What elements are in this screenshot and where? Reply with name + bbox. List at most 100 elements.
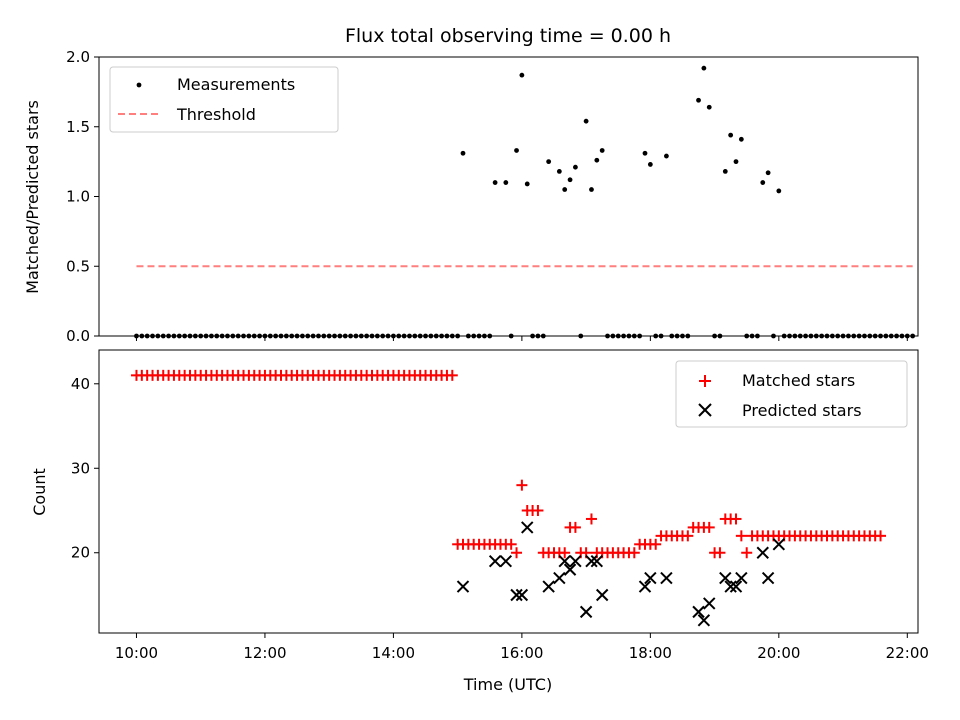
- measurement-point: [631, 333, 637, 339]
- measurement-point: [658, 333, 664, 339]
- measurement-point: [150, 333, 155, 339]
- matched-star-point: [569, 521, 581, 533]
- measurement-point: [829, 333, 835, 339]
- measurement-point: [647, 162, 653, 167]
- measurement-point: [787, 333, 792, 339]
- measurement-point: [321, 333, 327, 339]
- measurement-point: [776, 188, 782, 194]
- measurement-point: [433, 333, 439, 339]
- measurement-point: [862, 333, 867, 339]
- measurement-point: [439, 333, 444, 339]
- matched-star-point: [875, 530, 887, 542]
- x-tick-label: 12:00: [243, 644, 286, 662]
- measurement-point: [621, 333, 626, 339]
- matched-star-point: [559, 547, 571, 559]
- predicted-star-point: [542, 580, 555, 593]
- legend-measurements-marker: [136, 82, 142, 88]
- measurement-point: [792, 333, 798, 339]
- measurement-point: [337, 333, 343, 339]
- predicted-star-point: [563, 563, 577, 576]
- measurement-point: [385, 333, 391, 339]
- measurement-point: [728, 132, 734, 138]
- measurement-point: [813, 333, 819, 339]
- measurement-point: [374, 333, 380, 339]
- measurement-point: [899, 333, 905, 339]
- measurement-point: [894, 333, 899, 339]
- measurement-point: [867, 333, 873, 339]
- measurement-point: [514, 148, 519, 153]
- measurement-point: [856, 333, 862, 339]
- measurement-point: [765, 170, 771, 176]
- measurement-point: [519, 72, 525, 78]
- matched-star-point: [511, 547, 523, 559]
- legend-predicted-label: Predicted stars: [742, 401, 862, 420]
- matched-star-point: [730, 513, 742, 525]
- top-legend: Measurements Threshold: [109, 66, 339, 133]
- measurement-point: [637, 333, 643, 339]
- measurement-point: [267, 333, 273, 339]
- top-y-tick-label: 0.0: [66, 327, 90, 345]
- measurement-point: [888, 333, 894, 339]
- measurement-point: [482, 333, 487, 339]
- measurement-point: [492, 180, 498, 185]
- x-tick-label: 22:00: [886, 644, 929, 662]
- measurement-point: [278, 333, 284, 339]
- top-y-tick-label: 0.5: [66, 257, 90, 275]
- top-y-tick-label: 1.0: [66, 188, 90, 206]
- matched-star-point: [516, 479, 528, 491]
- measurement-point: [546, 159, 552, 165]
- measurement-point: [717, 333, 723, 339]
- measurement-point: [851, 333, 857, 339]
- predicted-star-point: [660, 571, 673, 585]
- predicted-star-point: [756, 546, 769, 559]
- measurement-point: [722, 168, 728, 174]
- measurement-point: [455, 333, 461, 339]
- predicted-star-point: [735, 571, 748, 585]
- predicted-star-point: [703, 597, 716, 610]
- measurement-point: [342, 333, 348, 339]
- measurement-point: [364, 333, 370, 339]
- measurement-point: [166, 333, 171, 339]
- bottom-x-ticks: 10:00 12:00 14:00 16:00 18:00 20:00 22:00: [115, 633, 929, 662]
- matched-star-point: [628, 547, 640, 559]
- measurement-point: [476, 333, 482, 339]
- matched-star-point: [714, 547, 726, 559]
- x-tick-label: 18:00: [629, 644, 672, 662]
- bottom-panel: 20 30 40 10:00 12:00 14:00 16:00 18:00 20:00 22:…: [30, 349, 929, 694]
- measurement-point: [246, 333, 252, 339]
- measurement-point: [326, 333, 332, 339]
- measurement-point: [540, 333, 546, 339]
- measurement-point: [642, 150, 648, 156]
- measurement-point: [412, 333, 418, 339]
- measurement-point: [310, 333, 316, 339]
- measurement-point: [883, 333, 889, 339]
- measurement-point: [562, 187, 568, 192]
- predicted-star-point: [521, 521, 534, 534]
- predicted-star-point: [724, 580, 737, 593]
- bottom-y-axis-label: Count: [30, 468, 49, 516]
- x-tick-label: 16:00: [500, 644, 543, 662]
- measurement-point: [685, 333, 691, 339]
- measurement-point: [209, 333, 214, 339]
- measurement-point: [230, 333, 236, 339]
- predicted-star-point: [761, 571, 775, 585]
- x-tick-label: 14:00: [372, 644, 415, 662]
- measurement-point: [300, 333, 305, 339]
- measurement-point: [407, 333, 412, 339]
- predicted-star-point: [510, 588, 523, 602]
- top-panel: Flux total observing time = 0.00 h 0.00.…: [23, 25, 919, 345]
- measurement-point: [471, 333, 477, 339]
- matched-star-point: [585, 513, 597, 525]
- top-x-ticks: [135, 336, 908, 341]
- measurement-point: [305, 333, 311, 339]
- matched-star-point: [532, 505, 544, 517]
- measurement-point: [192, 333, 198, 339]
- top-y-tick-label: 1.5: [66, 118, 90, 136]
- measurement-point: [155, 333, 161, 339]
- measurement-point: [176, 333, 182, 339]
- measurement-point: [380, 333, 386, 339]
- measurement-point: [589, 187, 594, 192]
- measurement-point: [465, 333, 471, 339]
- matched-star-point: [650, 538, 662, 550]
- measurement-point: [235, 333, 241, 339]
